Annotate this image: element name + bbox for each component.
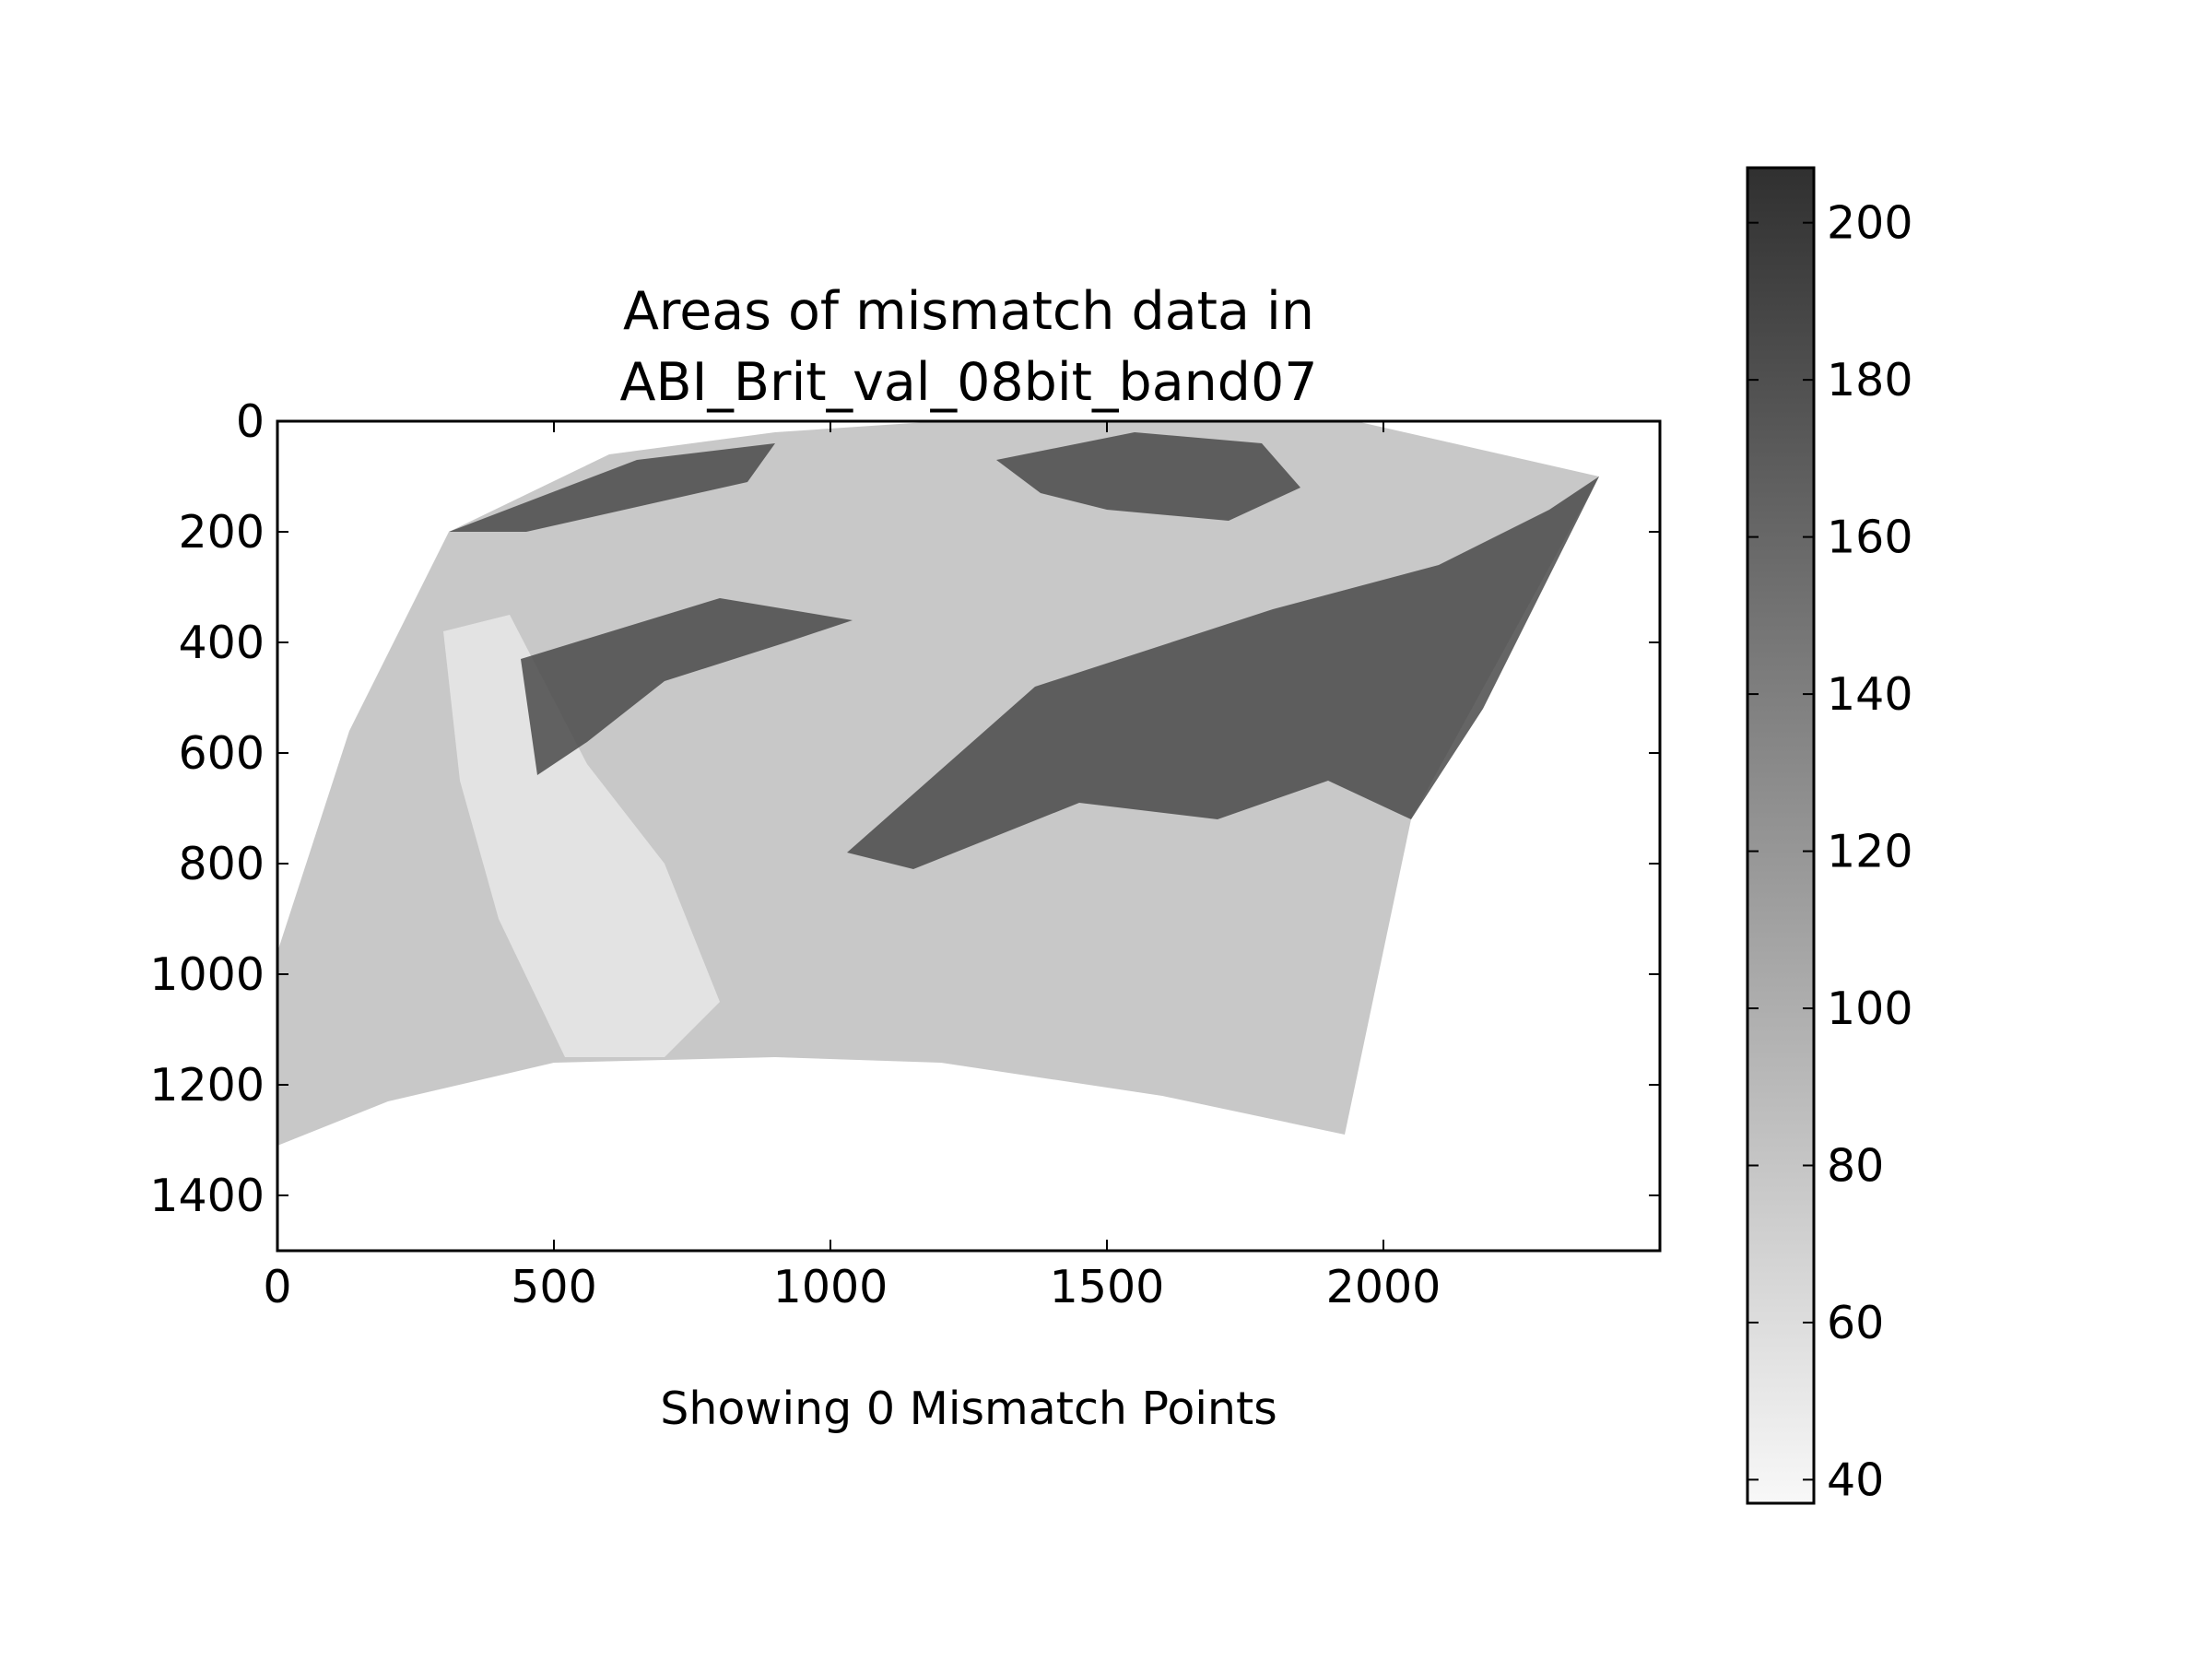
x-axis-label: Showing 0 Mismatch Points [660,1382,1277,1435]
colorbar-tick-label-80: 80 [1827,1139,1884,1192]
colorbar-tick-label-100: 100 [1827,982,1913,1035]
satellite-image [277,421,1599,1146]
y-tick-label-1400: 1400 [149,1170,265,1222]
image-dark-region-2 [847,477,1599,869]
x-tick-label-1500: 1500 [1050,1261,1165,1313]
image-dark-region-1 [521,598,853,775]
chart-title-line-2: ABI_Brit_val_08bit_band07 [620,352,1318,413]
image-light-region-0 [443,615,720,1057]
colorbar-tick-label-60: 60 [1827,1297,1884,1349]
colorbar-tick-label-120: 120 [1827,826,1913,878]
colorbar-ticks: 40 60 80 100 120 140 160 180 200 [1747,197,1913,1506]
y-tick-label-0: 0 [236,395,265,448]
y-tick-label-400: 400 [178,617,265,669]
x-tick-label-1000: 1000 [773,1261,888,1313]
plot-area-frame [276,419,1662,1253]
image-dark-region-0 [449,443,775,532]
colorbar-tick-label-180: 180 [1827,354,1913,406]
colorbar-tick-label-200: 200 [1827,197,1913,250]
colorbar-gradient [1746,166,1816,1505]
y-axis: 0 200 400 600 800 1000 1200 1400 [149,395,1660,1222]
y-tick-label-200: 200 [178,506,265,559]
x-axis: 0 500 1000 1500 2000 [263,421,1441,1313]
chart-title-line-1: Areas of mismatch data in [623,281,1314,342]
x-tick-label-500: 500 [511,1261,597,1313]
y-tick-label-800: 800 [178,838,265,890]
y-tick-label-600: 600 [178,727,265,780]
colorbar-tick-label-140: 140 [1827,668,1913,721]
image-dark-region-3 [996,432,1300,521]
x-tick-label-0: 0 [263,1261,291,1313]
colorbar-tick-label-40: 40 [1827,1453,1884,1506]
x-tick-label-2000: 2000 [1326,1261,1441,1313]
y-tick-label-1000: 1000 [149,948,265,1001]
y-tick-label-1200: 1200 [149,1059,265,1112]
colorbar-tick-label-160: 160 [1827,512,1913,564]
colorbar: 40 60 80 100 120 140 160 180 200 [1746,166,1913,1506]
